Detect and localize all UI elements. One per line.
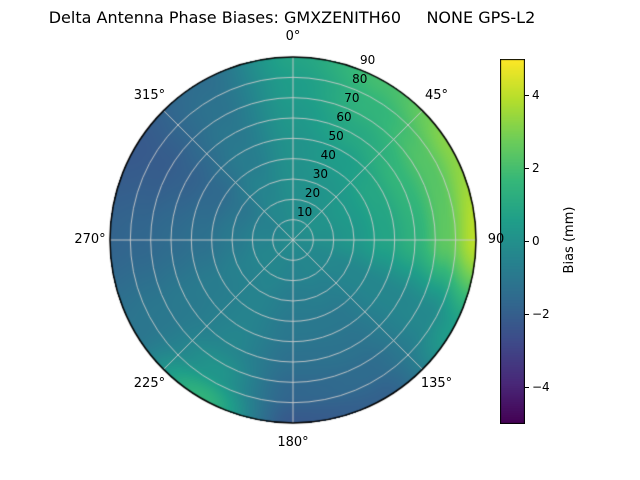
colorbar-tick-label: −4 [532,379,550,394]
azimuth-tick-label: 180° [277,435,309,450]
colorbar-tick-label: 0 [532,233,540,248]
radial-tick-label: 90 [359,52,376,67]
radial-tick-label: 80 [352,71,368,86]
azimuth-tick-label: 0° [285,29,301,44]
azimuth-tick-label: 135° [420,375,453,391]
colorbar-tick-label: −2 [532,306,550,321]
colorbar-tick-mark [525,314,529,315]
chart-title: Delta Antenna Phase Biases: GMXZENITH60 … [48,8,536,27]
radial-tick-label: 70 [344,90,360,105]
colorbar-tick-mark [525,241,529,242]
radial-tick-label: 10 [297,204,313,219]
colorbar-tick-label: 2 [532,160,540,175]
azimuth-tick-label: 90 [487,232,505,247]
colorbar-tick-mark [525,95,529,96]
azimuth-tick-label: 315° [133,88,166,104]
azimuth-tick-label: 225° [133,375,166,391]
radial-tick-label: 60 [336,109,352,124]
azimuth-tick-label: 270° [74,232,106,247]
colorbar-tick-mark [525,387,529,388]
colorbar-tick-label: 4 [532,87,540,102]
colorbar [500,59,525,424]
azimuth-tick-label: 45° [425,88,449,104]
colorbar-axis-label: Bias (mm) [562,206,577,274]
radial-tick-label: 40 [320,147,336,162]
polar-heatmap-canvas [108,55,478,425]
radial-tick-label: 30 [312,166,329,181]
radial-tick-label: 20 [304,185,321,200]
colorbar-tick-mark [525,168,529,169]
radial-tick-label: 50 [328,128,344,143]
